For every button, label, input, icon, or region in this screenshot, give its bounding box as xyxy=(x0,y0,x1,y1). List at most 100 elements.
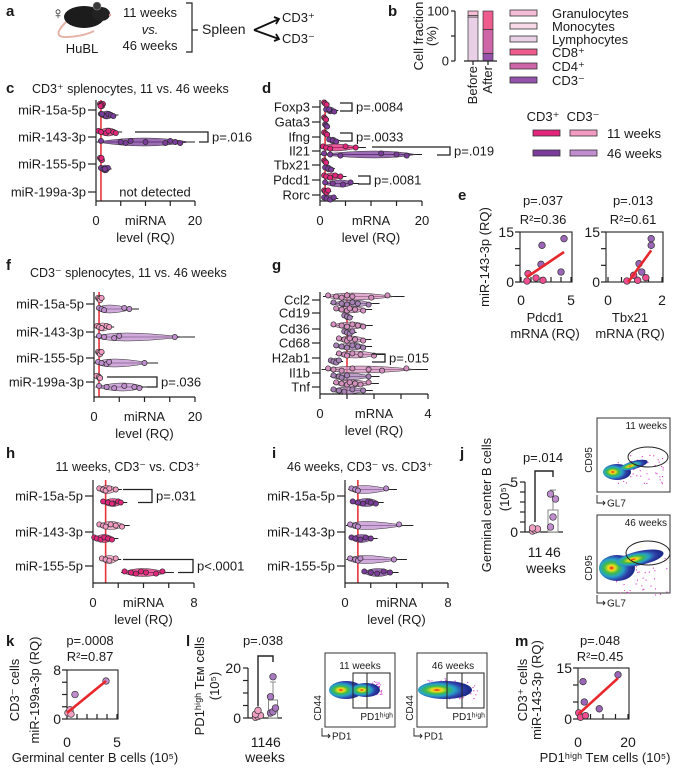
row-label: Gata3 xyxy=(275,115,310,130)
data-point xyxy=(595,705,603,713)
p-value: p=.0084 xyxy=(356,100,403,115)
violin-row: Cd19 xyxy=(279,305,373,321)
flow-title: 11 weeks xyxy=(339,661,381,672)
p-value: p<.0001 xyxy=(197,559,244,574)
data-point xyxy=(367,569,374,576)
event-dot xyxy=(378,682,380,684)
group-label: 11 weeks xyxy=(123,5,177,20)
x-tick-label: 20 xyxy=(188,409,202,424)
row-label: miR-199a-3p xyxy=(11,185,86,200)
data-point xyxy=(560,235,568,243)
data-point xyxy=(357,381,364,388)
data-point xyxy=(331,108,338,115)
event-dot xyxy=(640,475,642,477)
legend-label: 11 weeks xyxy=(607,126,661,141)
data-point xyxy=(112,486,119,493)
panel-j: j 0 5 11 46 p=.014 weeks Germinal center B cell… xyxy=(459,437,566,576)
legend-swatch xyxy=(532,129,561,137)
data-point xyxy=(338,294,345,301)
event-dot xyxy=(473,698,475,700)
data-point xyxy=(108,500,115,507)
data-point xyxy=(106,358,113,365)
data-point xyxy=(365,379,372,386)
violin-row: miR-15a-5p xyxy=(16,294,139,314)
data-point xyxy=(338,380,345,387)
data-point xyxy=(346,314,353,321)
violin-shape xyxy=(94,332,184,342)
gate-rect xyxy=(446,672,485,709)
data-point xyxy=(352,336,359,343)
axis-arrow-icon xyxy=(321,728,331,739)
x-axis-label: miRNA xyxy=(376,595,417,610)
event-dot xyxy=(444,678,446,680)
data-point xyxy=(335,350,342,357)
panel-title: 46 weeks, CD3⁻ vs. CD3⁺ xyxy=(287,460,433,474)
panel-f: f CD3⁻ splenocytes, 11 vs. 46 weeks 0 20 miR… xyxy=(6,257,227,441)
data-point xyxy=(112,522,119,529)
data-point xyxy=(143,569,149,576)
flow-title: 46 weeks xyxy=(432,661,474,672)
data-point xyxy=(338,300,345,307)
event-dot xyxy=(373,680,375,683)
legend-swatch xyxy=(569,129,598,137)
violin-row: Pdcd1 p=.0081 xyxy=(273,172,421,188)
event-dot xyxy=(635,569,638,571)
event-dot xyxy=(638,571,640,573)
data-point xyxy=(333,138,340,145)
row-label: Cd68 xyxy=(279,336,310,351)
violin-row: Cd68 xyxy=(279,335,373,351)
event-dot xyxy=(431,680,433,682)
stacked-bar-segment xyxy=(482,53,494,62)
data-point xyxy=(352,380,359,387)
x-axis-label: mRNA (RQ) xyxy=(510,326,579,341)
category-label: 11 xyxy=(251,734,266,750)
event-dot xyxy=(661,475,664,478)
data-point xyxy=(390,556,397,563)
y-axis-label: (10⁵) xyxy=(497,483,512,512)
panel-letter: m xyxy=(515,633,528,650)
data-point xyxy=(96,382,103,389)
group-legend: CD3⁺ CD3⁻ 11 weeks 46 weeks xyxy=(527,109,663,161)
density-blob xyxy=(329,681,363,699)
x-axis-label: weeks xyxy=(244,749,285,765)
split-arrows-icon xyxy=(253,16,281,42)
event-dot xyxy=(661,457,664,460)
data-point xyxy=(349,328,356,335)
data-point xyxy=(254,706,262,715)
data-point xyxy=(523,277,531,285)
row-label: Cd36 xyxy=(279,322,310,337)
event-dot xyxy=(654,594,657,596)
panel-letter: f xyxy=(6,257,12,274)
data-point xyxy=(539,276,547,284)
x-axis-label: level (RQ) xyxy=(116,230,175,245)
bracket xyxy=(186,2,198,53)
row-label: miR-15a-5p xyxy=(16,297,84,312)
event-dot xyxy=(666,591,668,593)
data-point xyxy=(98,360,105,366)
x-axis-label: Tbx21 xyxy=(612,310,648,325)
data-point xyxy=(367,499,374,506)
event-dot xyxy=(624,589,626,592)
data-point xyxy=(119,523,125,530)
p-value: p=.048 xyxy=(580,633,620,648)
event-dot xyxy=(445,679,447,681)
row-label: Il21 xyxy=(289,144,310,159)
violin-row: miR-199a-3p p=.036 xyxy=(9,372,201,392)
violin-row: miR-143-3p xyxy=(16,322,195,342)
y-tick-label: 0 xyxy=(506,274,514,290)
data-point xyxy=(108,536,115,543)
significance-bracket xyxy=(372,353,386,363)
event-dot xyxy=(623,480,625,483)
group-label: 46 weeks xyxy=(123,38,178,53)
data-point xyxy=(647,241,655,249)
data-point xyxy=(111,385,118,392)
data-point xyxy=(365,373,372,380)
row-label: miR-143-3p xyxy=(18,130,86,145)
data-point xyxy=(112,555,119,562)
data-point xyxy=(98,325,105,332)
x-axis-label: mRNA (RQ) xyxy=(595,326,664,341)
data-point xyxy=(546,523,555,531)
data-point xyxy=(142,139,149,145)
x-tick-label: 0 xyxy=(90,409,97,424)
